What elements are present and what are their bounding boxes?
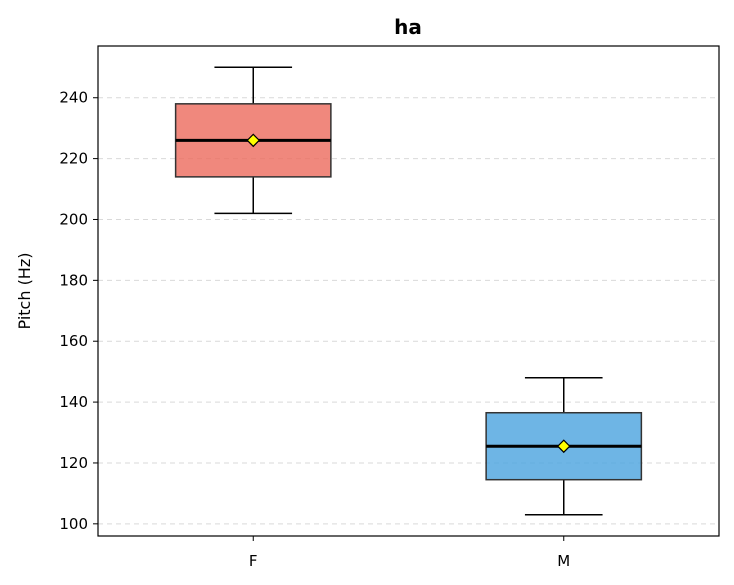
y-tick-label: 220 — [59, 150, 88, 168]
y-tick-label: 100 — [59, 515, 88, 533]
y-axis-label: Pitch (Hz) — [15, 253, 34, 330]
y-tick-label: 120 — [59, 454, 88, 472]
y-tick-label: 240 — [59, 89, 88, 107]
box-F — [174, 66, 332, 215]
axis-ticks: 100 120 140 160 180 200 220 240 F M — [59, 89, 570, 570]
boxes — [174, 66, 643, 516]
y-tick-label: 200 — [59, 210, 88, 228]
mean-marker — [556, 439, 571, 454]
y-tick-label: 160 — [59, 332, 88, 350]
mean-marker — [246, 133, 261, 148]
x-tick-label: M — [557, 552, 570, 570]
chart-title: ha — [394, 15, 422, 39]
box-M — [485, 376, 643, 516]
x-tick-label: F — [249, 552, 258, 570]
plot-frame — [97, 45, 720, 537]
y-tick-label: 140 — [59, 393, 88, 411]
y-tick-label: 180 — [59, 271, 88, 289]
